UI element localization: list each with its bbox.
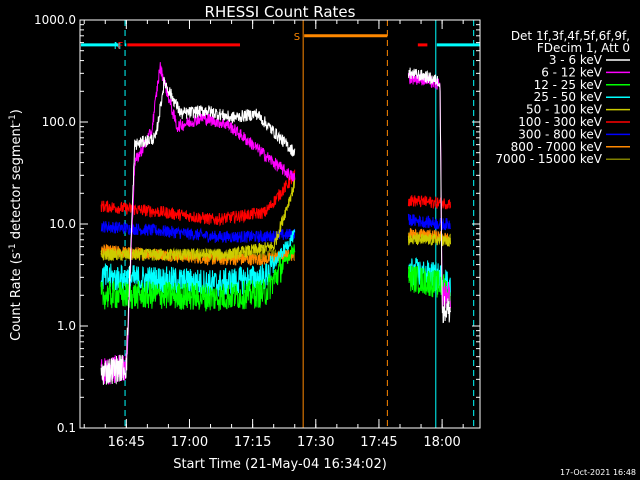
state-bar-label: N <box>114 41 121 52</box>
y-tick-label: 1.0 <box>57 319 76 333</box>
footer-date: 17-Oct-2021 16:48 <box>560 468 636 477</box>
legend: Det 1f,3f,4f,5f,6f,9f, FDecim 1, Att 0 3… <box>495 29 630 166</box>
legend-header-line-2: FDecim 1, Att 0 <box>537 41 630 55</box>
legend-label-7000-15000-kev: 7000 - 15000 keV <box>495 152 602 166</box>
legend-label-6-12-kev: 6 - 12 keV <box>541 65 603 79</box>
series-line-6-12-kev <box>100 62 296 385</box>
series-line-3-6-kev <box>100 76 296 385</box>
y-axis-label-sup2: -1 <box>8 114 18 123</box>
series-line-300-800-kev <box>407 213 451 231</box>
series-layer <box>100 62 451 385</box>
state-bars: NF S <box>81 32 480 52</box>
series-line-300-800-kev <box>100 221 296 244</box>
legend-label-800-7000-kev: 800 - 7000 keV <box>511 140 603 154</box>
series-line-100-300-kev <box>407 195 451 210</box>
x-tick-label: 17:15 <box>234 435 271 450</box>
y-axis-label-end: ) <box>9 109 24 114</box>
y-tick-label: 100.0 <box>42 115 76 129</box>
legend-label-25-50-kev: 25 - 50 keV <box>534 90 603 104</box>
series-line-12-25-kev <box>100 244 296 312</box>
legend-header-line-1: Det 1f,3f,4f,5f,6f,9f, <box>511 29 630 43</box>
series-line-50-100-kev <box>100 177 296 262</box>
series-line-12-25-kev <box>407 265 451 309</box>
x-tick-label: 17:30 <box>297 435 334 450</box>
y-tick-label: 1000.0 <box>34 13 76 27</box>
legend-label-12-25-kev: 12 - 25 keV <box>534 78 603 92</box>
y-axis: 0.1 1.0 10.0 100.0 1000.0 <box>34 13 480 435</box>
legend-label-300-800-kev: 300 - 800 keV <box>518 127 602 141</box>
series-line-50-100-kev <box>407 232 451 247</box>
y-axis-label-main: Count Rate (s <box>9 252 24 341</box>
x-tick-label: 16:45 <box>108 435 145 450</box>
series-line-3-6-kev <box>407 67 451 324</box>
y-axis-label-mid: detector segment <box>9 123 24 243</box>
x-tick-label: 18:00 <box>423 435 460 450</box>
x-axis-label: Start Time (21-May-04 16:34:02) <box>173 457 387 472</box>
chart-title: RHESSI Count Rates <box>205 3 356 21</box>
y-tick-label: 10.0 <box>49 217 76 231</box>
x-tick-label: 17:00 <box>171 435 208 450</box>
legend-label-3-6-kev: 3 - 6 keV <box>549 53 603 67</box>
y-axis-label-sup1: -1 <box>8 243 18 252</box>
state-bar-label: F <box>118 41 124 52</box>
x-tick-label: 17:45 <box>360 435 397 450</box>
state-bar-label: S <box>294 32 300 43</box>
legend-label-100-300-kev: 100 - 300 keV <box>518 115 602 129</box>
y-tick-label: 0.1 <box>57 421 76 435</box>
series-line-25-50-kev <box>100 228 296 298</box>
y-axis-label: Count Rate (s-1 detector segment-1) <box>8 109 24 341</box>
x-axis: 16:45 17:00 17:15 17:30 17:45 18:00 <box>83 20 464 450</box>
legend-label-50-100-kev: 50 - 100 keV <box>526 103 603 117</box>
